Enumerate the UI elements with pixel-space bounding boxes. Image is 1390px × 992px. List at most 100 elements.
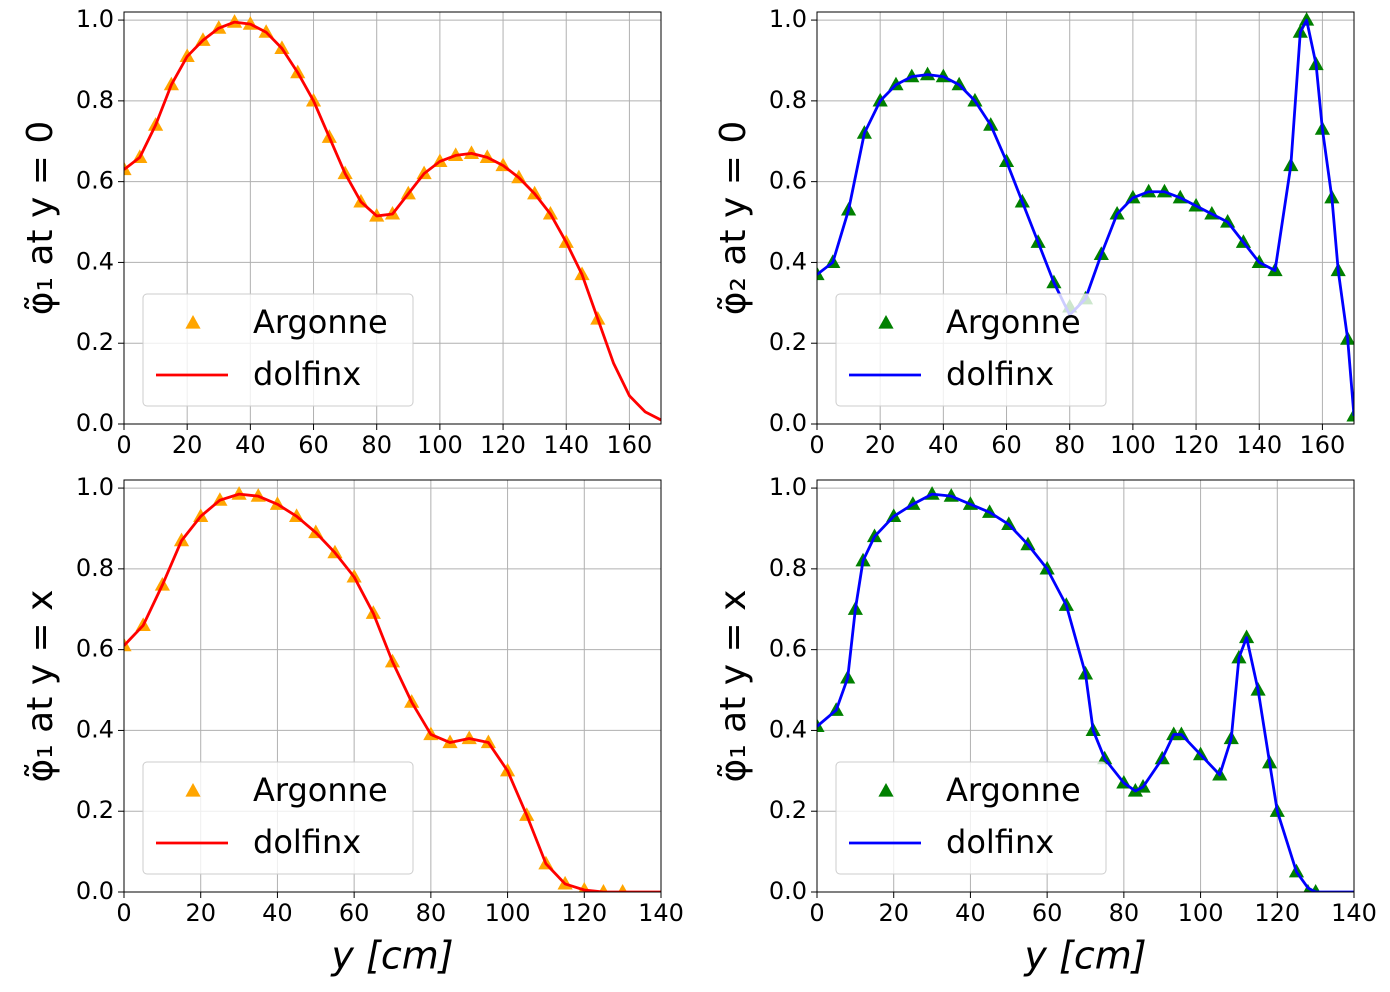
x-tick-label: 120 [480,431,526,459]
axes-frame [816,11,1355,425]
y-tick-label: 0.2 [76,796,114,824]
x-tick-label: 0 [809,899,824,927]
x-tick-label: 140 [1331,899,1377,927]
y-tick-label: 0.4 [76,715,114,743]
subplot: 0 20 40 60 80 100 120 140 0.0 0.2 0.4 0.6 0.8 1.0 φ̃₁ … [20,473,684,977]
legend-marker [878,783,894,797]
x-tick-label: 100 [1110,431,1156,459]
y-tick-label: 0.6 [76,167,114,195]
x-tick-label: 100 [1178,899,1224,927]
line-series [817,18,1354,417]
x-tick-label: 160 [607,431,653,459]
legend-label: dolfinx [946,355,1054,393]
legend-box [142,293,414,407]
x-tick-label: 100 [485,899,531,927]
subplot: 0 20 40 60 80 100 120 140 160 0.0 0.2 0.4 0.6 0.8 1.0 φ… [20,5,662,459]
legend-label: Argonne [946,771,1081,809]
x-tick-label: 60 [339,899,370,927]
line-series [817,492,1354,892]
x-tick-label: 40 [928,431,959,459]
legend-box [142,761,414,875]
legend-label: dolfinx [253,823,361,861]
x-tick-label: 120 [1254,899,1300,927]
x-tick-label: 120 [561,899,607,927]
y-tick-label: 0.4 [769,247,807,275]
legend: Argonne dolfinx [835,293,1107,407]
y-tick-label: 0.6 [769,167,807,195]
plot-area [817,12,1354,422]
x-tick-label: 140 [543,431,589,459]
x-tick-label: 20 [185,899,216,927]
y-tick-label: 0.0 [76,409,114,437]
subplot: 0 20 40 60 80 100 120 140 0.0 0.2 0.4 0.6 0.8 1.0 φ̃₁ … [713,473,1377,977]
legend-box [835,293,1107,407]
x-tick-label: 20 [878,899,909,927]
legend-label: Argonne [946,303,1081,341]
axes-frame [816,479,1355,893]
y-tick-label: 0.8 [76,554,114,582]
axes-frame [123,479,662,893]
x-tick-label: 80 [1054,431,1085,459]
x-tick-label: 140 [638,899,684,927]
y-tick-label: 0.2 [76,328,114,356]
x-tick-label: 60 [1032,899,1063,927]
plot-area [124,486,661,892]
plot-area [817,486,1354,892]
line-series [124,492,661,892]
marker [1346,407,1354,422]
axes-frame [123,11,662,425]
y-tick-label: 0.6 [769,635,807,663]
line-series [124,20,661,422]
x-tick-label: 40 [235,431,266,459]
x-tick-label: 0 [809,431,824,459]
x-tick-label: 160 [1300,431,1346,459]
x-tick-label: 140 [1236,431,1282,459]
legend: Argonne dolfinx [142,293,414,407]
y-tick-label: 0.4 [76,247,114,275]
marker [618,884,628,892]
legend-label: Argonne [253,303,388,341]
plot-area [124,14,661,422]
x-tick-label: 100 [417,431,463,459]
x-tick-label: 20 [865,431,896,459]
y-tick-label: 0.8 [769,86,807,114]
legend-label: dolfinx [946,823,1054,861]
x-tick-label: 80 [1109,899,1140,927]
x-tick-label: 40 [262,899,293,927]
x-tick-label: 40 [955,899,986,927]
y-tick-label: 0.0 [76,877,114,905]
x-axis-label: y [cm] [330,934,453,978]
x-tick-label: 120 [1173,431,1219,459]
y-tick-label: 0.8 [769,554,807,582]
y-axis-label: φ̃₂ at y = 0 [713,121,754,316]
x-tick-label: 80 [361,431,392,459]
y-tick-label: 0.4 [769,715,807,743]
x-tick-label: 0 [116,899,131,927]
y-axis-label: φ̃₁ at y = x [713,590,754,783]
legend-label: dolfinx [253,355,361,393]
legend-marker [185,315,201,329]
y-tick-label: 1.0 [769,473,807,501]
y-tick-label: 1.0 [769,5,807,33]
marker [817,266,825,281]
y-tick-label: 1.0 [76,473,114,501]
x-tick-label: 0 [116,431,131,459]
y-tick-label: 0.0 [769,877,807,905]
legend-box [835,761,1107,875]
subplot: 0 20 40 60 80 100 120 140 160 0.0 0.2 0.4 0.6 0.8 1.0 φ… [713,5,1355,459]
y-tick-label: 0.2 [769,796,807,824]
marker [817,718,825,732]
y-tick-label: 0.8 [76,86,114,114]
y-axis-label: φ̃₁ at y = x [20,590,61,783]
legend: Argonne dolfinx [835,761,1107,875]
legend-marker [878,315,894,329]
legend: Argonne dolfinx [142,761,414,875]
x-tick-label: 60 [298,431,329,459]
y-tick-label: 0.2 [769,328,807,356]
marker [598,884,608,892]
y-tick-label: 0.6 [76,635,114,663]
x-tick-label: 60 [991,431,1022,459]
x-axis-label: y [cm] [1023,934,1146,978]
y-tick-label: 1.0 [76,5,114,33]
